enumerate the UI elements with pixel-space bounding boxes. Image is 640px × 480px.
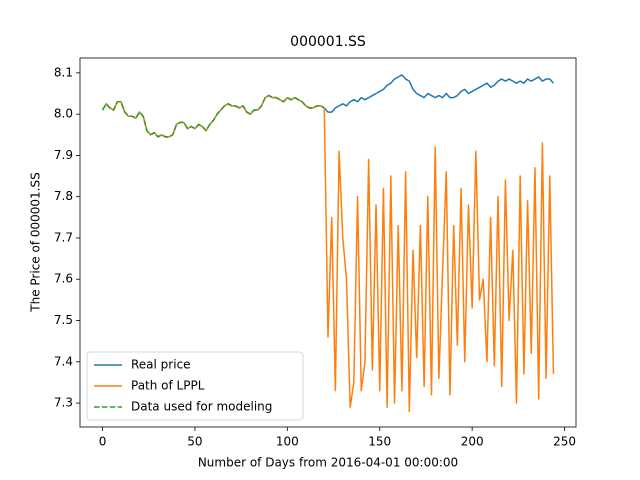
y-tick-label: 7.4	[54, 354, 73, 368]
series-line	[101, 94, 325, 138]
chart-title: 000001.SS	[290, 34, 366, 50]
x-tick-label: 250	[553, 435, 576, 449]
y-tick-label: 7.5	[54, 313, 73, 327]
y-tick-label: 8.0	[54, 107, 73, 121]
y-tick-label: 8.1	[54, 65, 73, 79]
x-tick-label: 100	[276, 435, 299, 449]
y-tick-label: 7.8	[54, 189, 73, 203]
x-tick-label: 0	[99, 435, 107, 449]
x-tick-label: 200	[461, 435, 484, 449]
x-axis-label: Number of Days from 2016-04-01 00:00:00	[198, 456, 458, 470]
y-tick-label: 7.6	[54, 272, 73, 286]
legend-label: Path of LPPL	[131, 379, 205, 393]
y-tick-label: 7.9	[54, 148, 73, 162]
plot-frame	[79, 57, 577, 428]
series-line	[101, 94, 555, 413]
y-tick-label: 7.7	[54, 230, 73, 244]
x-tick-label: 150	[368, 435, 391, 449]
legend-label: Real price	[131, 358, 191, 372]
legend-label: Data used for modeling	[131, 400, 272, 414]
y-axis-label: The Price of 000001.SS	[29, 172, 43, 312]
y-tick-label: 7.3	[54, 396, 73, 410]
x-tick-label: 50	[187, 435, 202, 449]
legend-box	[86, 351, 304, 421]
